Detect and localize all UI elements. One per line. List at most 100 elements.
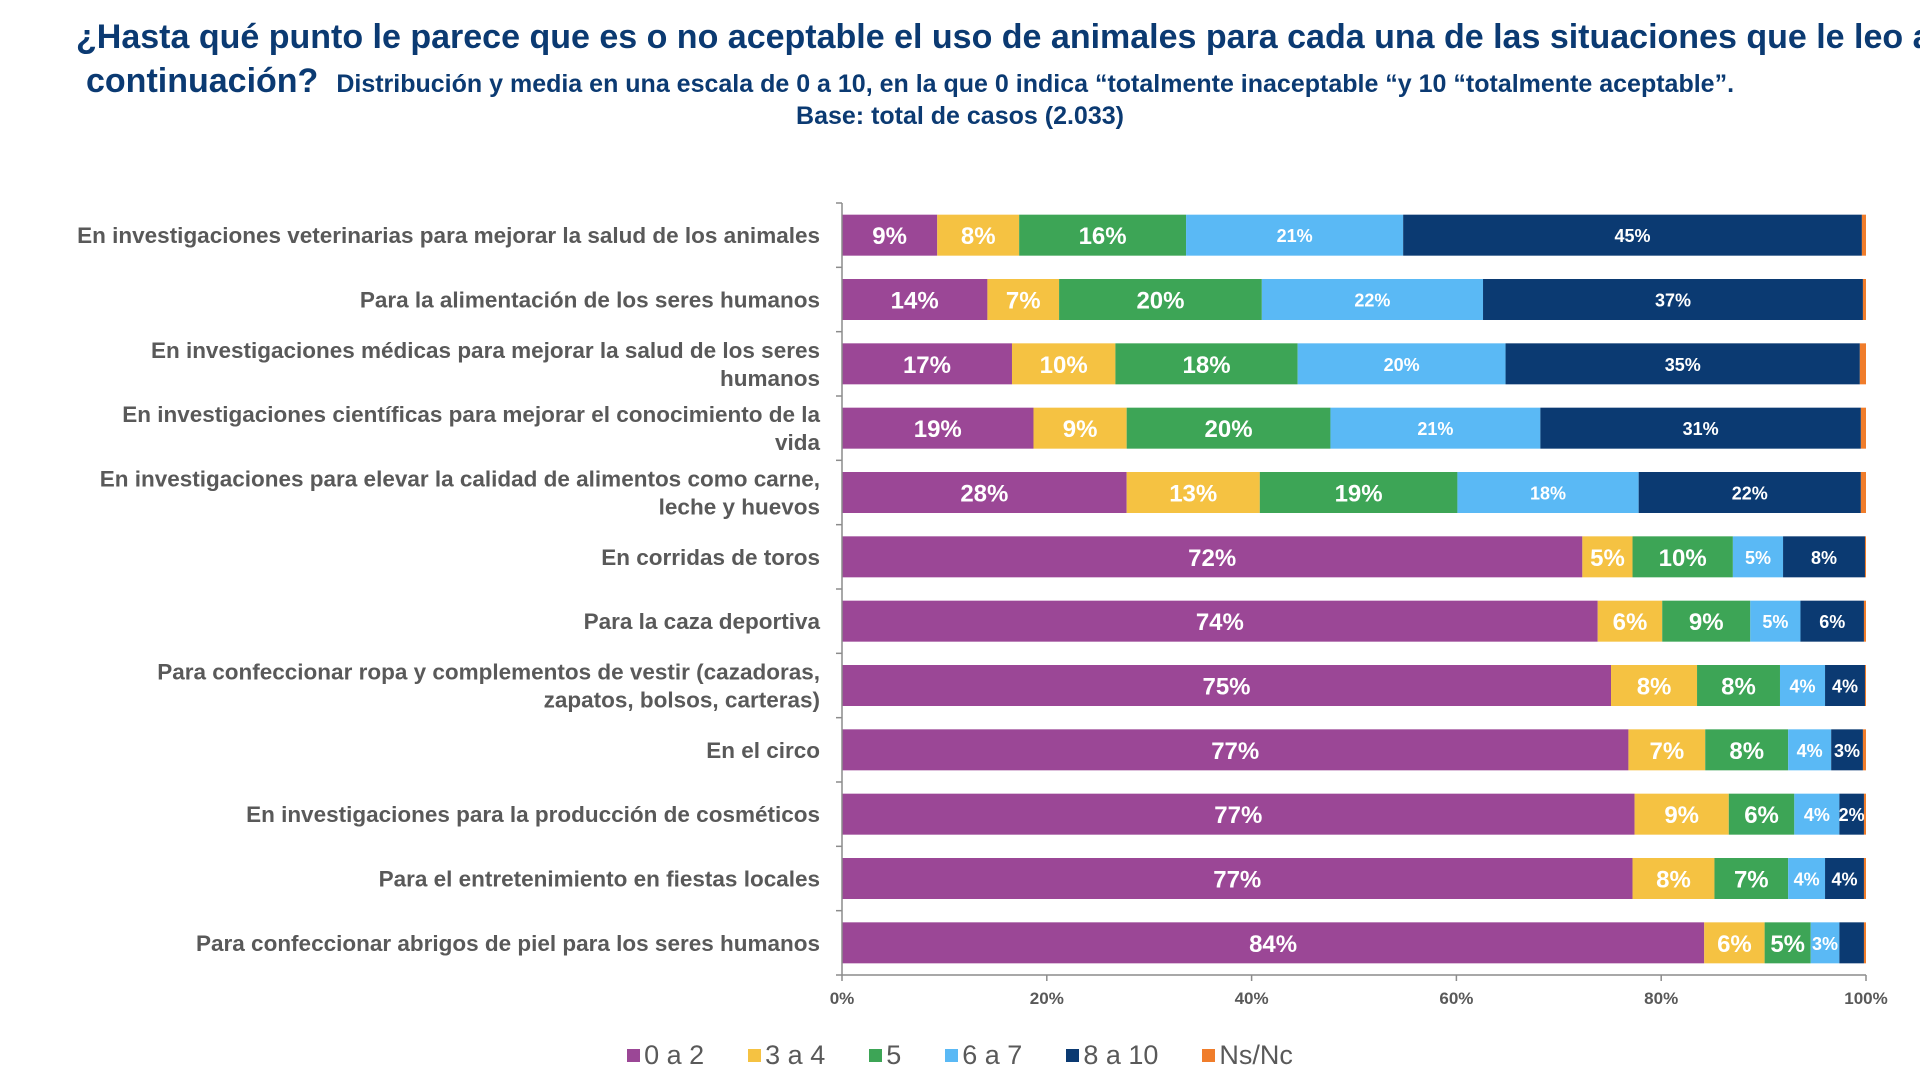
bar-segment [1864,665,1866,706]
bar-segment [1457,472,1639,513]
category-label: En investigaciones para elevar la calida… [100,467,820,520]
bar-segment [1825,665,1865,706]
bar-segment [1728,793,1795,835]
bar-segment [1860,407,1866,449]
bar-segment [1863,600,1866,642]
category-label: En investigaciones científicas para mejo… [122,402,820,455]
data-label: 4% [1831,870,1857,890]
data-label: 45% [1615,226,1651,246]
bar-segment [1764,922,1811,964]
bar-segment [1611,665,1698,706]
bar-segment [1839,922,1864,964]
data-label: 14% [891,288,939,315]
data-label: 8% [961,223,996,250]
bar-segment [1831,729,1863,771]
category-label-line: Para confeccionar abrigos de piel para l… [196,931,820,956]
legend-label: 5 [886,1040,902,1070]
data-label: 4% [1794,870,1820,890]
data-label: 8% [1811,548,1837,568]
chart-subtitle: Distribución y media en una escala de 0 … [336,70,1735,98]
base-note: Base: total de casos (2.033) [796,102,1124,130]
legend-item: 3 a 4 [748,1040,825,1071]
bar-segment [1860,472,1866,513]
category-label: Para la alimentación de los seres humano… [360,288,820,313]
data-label: 74% [1196,609,1244,636]
bar-segment [1705,729,1789,771]
bar-segment [1505,343,1860,385]
legend-swatch [1066,1049,1080,1062]
data-label: 77% [1211,738,1259,765]
data-label: 28% [960,481,1008,508]
bar-segment [842,407,1034,449]
bar-segment [1632,536,1733,578]
data-label: 19% [1335,481,1383,508]
category-label-line: En investigaciones veterinarias para mej… [77,223,820,248]
bar-segment [1330,407,1541,449]
bar-segment [1634,793,1729,835]
x-tick-label: 20% [1030,989,1064,1008]
bar-segment [1540,407,1861,449]
bar-segment [1863,793,1866,835]
category-label-line: En el circo [706,738,820,763]
legend-item: 0 a 2 [627,1040,704,1071]
data-label: 5% [1762,612,1788,632]
data-label: 5% [1745,548,1771,568]
bar-segment [1750,600,1801,642]
data-label: 21% [1417,419,1453,439]
bar-segment [842,279,988,320]
data-label: 20% [1384,355,1420,375]
data-label: 6% [1819,612,1845,632]
category-label: En investigaciones médicas para mejorar … [151,338,820,391]
bar-segment [842,793,1635,835]
bar-segment [1662,600,1751,642]
legend-label: 6 a 7 [962,1040,1023,1070]
category-label-line: humanos [720,366,820,391]
data-label: 8% [1729,738,1764,765]
bar-segment [1186,214,1404,256]
bar-segment [1779,665,1826,706]
bar-segment [842,472,1127,513]
legend-label: Ns/Nc [1219,1040,1293,1070]
legend-item: 5 [869,1040,901,1071]
category-label: En el circo [706,738,820,763]
bar-segment [1732,536,1784,578]
legend-swatch [1202,1049,1216,1062]
bar-segment [1697,665,1780,706]
chart-legend: 0 a 2 3 a 4 5 6 a 7 8 a 10 Ns/Nc [0,1040,1920,1071]
bar-segment [1126,407,1331,449]
bar-segment [1800,600,1864,642]
category-label-line: En investigaciones científicas para mejo… [122,402,820,427]
x-tick-label: 60% [1439,989,1473,1008]
data-label: 9% [1689,609,1724,636]
bar-segment [1714,858,1789,899]
category-label-line: En investigaciones médicas para mejorar … [151,338,820,363]
x-tick-label: 40% [1235,989,1269,1008]
bar-segment [1862,729,1866,771]
data-label: 20% [1136,288,1184,315]
data-label: 75% [1202,674,1250,701]
data-label: 2% [1839,805,1865,825]
data-label: 8% [1637,674,1672,701]
data-label: 31% [1683,419,1719,439]
bar-segment [842,600,1598,642]
bar-segment [842,343,1012,385]
data-label: 19% [914,416,962,443]
legend-item: 6 a 7 [945,1040,1022,1071]
legend-label: 0 a 2 [644,1040,705,1070]
data-label: 21% [1277,226,1313,246]
data-label: 5% [1770,931,1805,958]
bar-segment [1297,343,1506,385]
category-label-line: En investigaciones para elevar la calida… [100,467,820,492]
data-label: 4% [1790,677,1816,697]
category-label-line: zapatos, bolsos, carteras) [544,688,820,713]
data-label: 16% [1079,223,1127,250]
legend-label: 3 a 4 [765,1040,826,1070]
bar-segment [1864,536,1866,578]
category-label-line: leche y huevos [659,495,820,520]
category-label: En corridas de toros [601,545,820,570]
bar-segment [1403,214,1862,256]
category-label: En investigaciones veterinarias para mej… [77,223,820,248]
bar-segment [1861,214,1866,256]
data-label: 4% [1804,805,1830,825]
data-label: 35% [1665,355,1701,375]
